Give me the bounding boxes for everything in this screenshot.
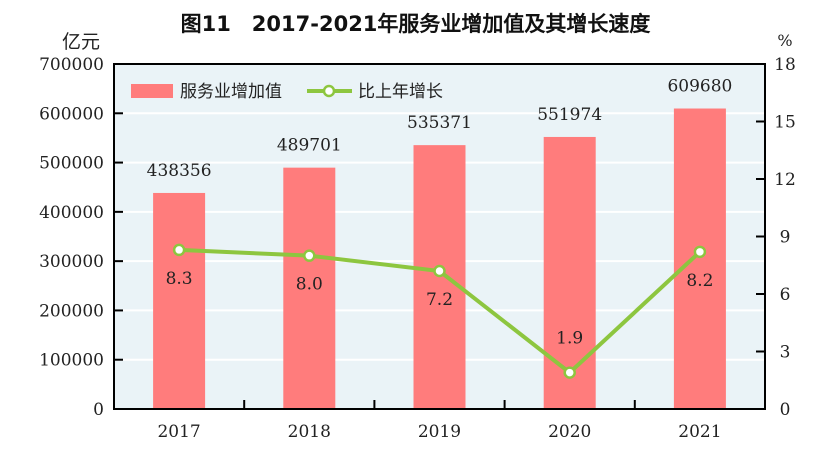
legend-line-label: 比上年增长 bbox=[358, 82, 443, 102]
bar-data-label: 489701 bbox=[277, 136, 342, 156]
legend-bar-label: 服务业增加值 bbox=[180, 82, 282, 102]
legend-line-marker bbox=[322, 84, 336, 98]
y-right-tick-label: 0 bbox=[780, 400, 791, 420]
line-marker bbox=[433, 264, 446, 278]
y-right-tick-label: 18 bbox=[774, 55, 796, 75]
bar bbox=[673, 108, 726, 409]
y-right-tick-label: 12 bbox=[774, 170, 796, 190]
y-right-tick-label: 3 bbox=[780, 343, 791, 363]
y-left-unit: 亿元 bbox=[62, 31, 100, 53]
y-left-tick-label: 100000 bbox=[39, 351, 104, 371]
bar-data-label: 438356 bbox=[147, 161, 212, 181]
y-right-tick-label: 6 bbox=[780, 285, 791, 305]
x-tick-label: 2020 bbox=[548, 422, 591, 442]
bar-data-label: 535371 bbox=[407, 113, 472, 133]
bar bbox=[543, 136, 596, 409]
line-data-label: 8.0 bbox=[296, 275, 323, 295]
y-right-tick-label: 9 bbox=[780, 228, 791, 248]
x-tick-label: 2018 bbox=[288, 422, 331, 442]
y-left-tick-label: 500000 bbox=[39, 154, 104, 174]
y-left-tick-label: 600000 bbox=[39, 104, 104, 124]
plot-frame bbox=[113, 63, 766, 410]
bar-data-label: 609680 bbox=[667, 77, 732, 97]
legend-bar-swatch bbox=[131, 84, 173, 98]
line-marker bbox=[303, 249, 316, 262]
y-left-tick-label: 700000 bbox=[39, 55, 104, 75]
y-right-unit: % bbox=[777, 31, 792, 50]
line-data-label: 8.3 bbox=[166, 269, 193, 289]
line-marker bbox=[172, 243, 186, 257]
line-data-label: 7.2 bbox=[426, 290, 453, 310]
line-data-label: 8.2 bbox=[686, 271, 713, 291]
bar-data-label: 551974 bbox=[537, 105, 602, 125]
y-left-tick-label: 0 bbox=[93, 400, 104, 420]
line-data-label: 1.9 bbox=[556, 329, 583, 349]
bar bbox=[283, 167, 336, 409]
y-left-tick-label: 200000 bbox=[39, 301, 104, 321]
x-tick-label: 2019 bbox=[418, 422, 461, 442]
y-right-tick-label: 15 bbox=[774, 113, 796, 133]
x-tick-label: 2021 bbox=[678, 422, 721, 442]
y-left-tick-label: 400000 bbox=[39, 203, 104, 223]
x-tick-label: 2017 bbox=[157, 422, 200, 442]
line-marker bbox=[563, 366, 576, 379]
bar bbox=[153, 192, 206, 409]
y-left-tick-label: 300000 bbox=[39, 252, 104, 272]
line-marker bbox=[693, 245, 707, 259]
chart-title: 图11 2017-2021年服务业增加值及其增长速度 bbox=[180, 12, 651, 36]
